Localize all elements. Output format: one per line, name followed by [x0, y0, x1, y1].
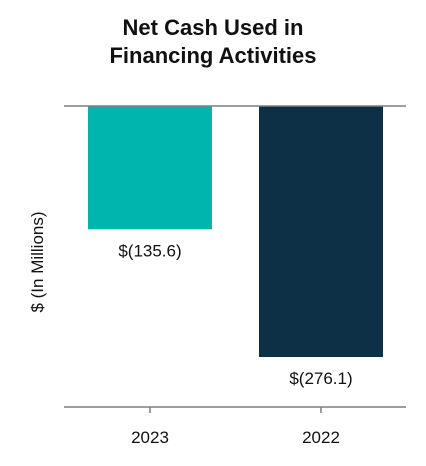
x-tick-label-2023: 2023 [131, 428, 169, 447]
bar-2022 [259, 106, 383, 357]
data-label-2023: $(135.6) [118, 241, 181, 260]
chart-title-line-2: Financing Activities [109, 43, 317, 68]
chart-title: Net Cash Used in Financing Activities [0, 14, 426, 70]
bar-2023 [88, 106, 212, 230]
y-axis-label: $ (In Millions) [28, 211, 47, 312]
x-tick-label-2022: 2022 [302, 428, 340, 447]
chart-title-line-1: Net Cash Used in [122, 15, 304, 40]
data-label-2022: $(276.1) [289, 369, 352, 388]
